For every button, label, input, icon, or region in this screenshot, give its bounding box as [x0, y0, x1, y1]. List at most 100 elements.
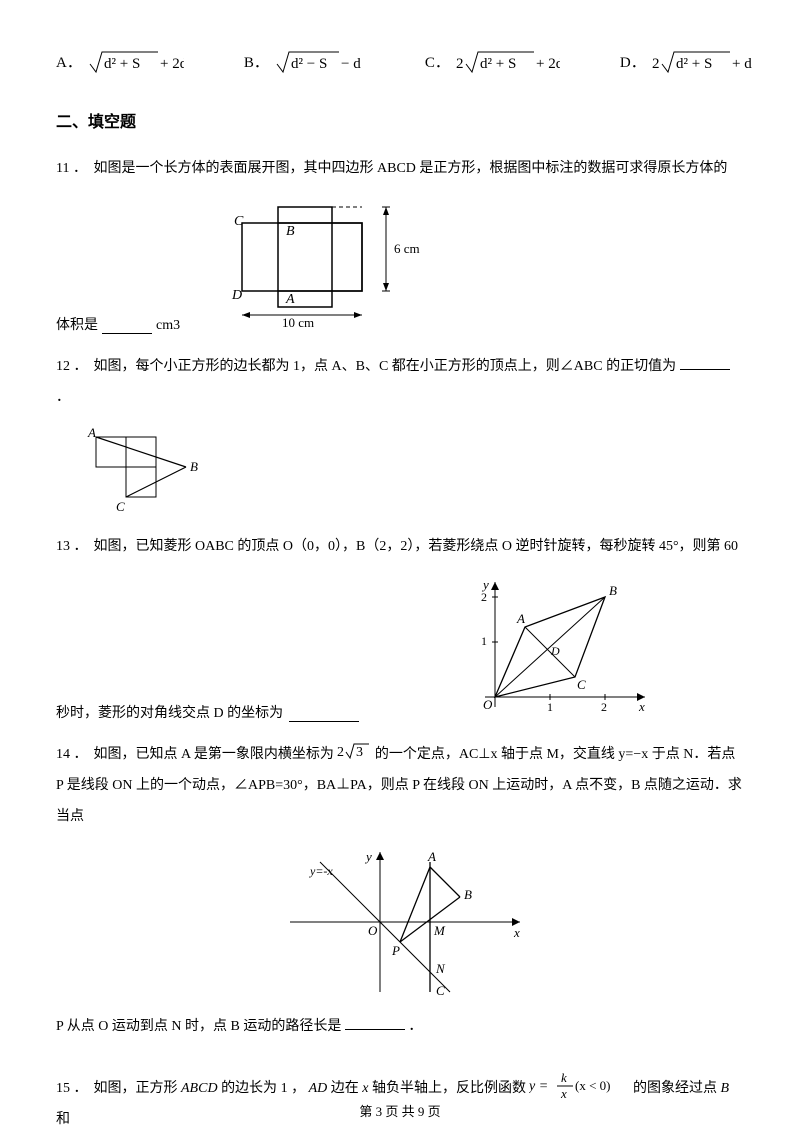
q11-unit: cm3: [156, 318, 180, 334]
svg-text:C: C: [116, 499, 125, 514]
svg-text:C: C: [436, 983, 445, 997]
svg-text:y =: y =: [529, 1079, 548, 1094]
q11-text-b: 体积是: [56, 314, 98, 334]
svg-text:y=-x: y=-x: [309, 864, 333, 878]
q15-ad: AD: [309, 1081, 328, 1096]
svg-text:O: O: [483, 697, 493, 712]
svg-text:10 cm: 10 cm: [282, 315, 314, 329]
q13-figure: O A B C D x y 1 2 1 2: [455, 577, 655, 717]
svg-text:1: 1: [547, 700, 553, 714]
svg-text:B: B: [190, 459, 198, 474]
svg-text:C: C: [234, 214, 244, 229]
svg-text:B: B: [609, 583, 617, 598]
svg-text:x: x: [638, 699, 645, 714]
svg-text:(x < 0): (x < 0): [575, 1078, 611, 1093]
svg-text:d² + S: d² + S: [676, 56, 712, 72]
option-c-label: C．: [425, 51, 450, 72]
svg-text:2: 2: [456, 56, 464, 72]
q12-number: 12 ．: [56, 352, 90, 383]
q15-abcd: ABCD: [181, 1081, 218, 1096]
svg-text:A: A: [427, 849, 436, 864]
svg-text:2: 2: [481, 590, 487, 604]
q13-text-a: 如图，已知菱形 OABC 的顶点 O（0，0），B（2，2），若菱形绕点 O 逆…: [94, 539, 739, 554]
svg-text:P: P: [391, 943, 400, 958]
q13-blank: [289, 705, 359, 722]
svg-text:x: x: [560, 1086, 567, 1101]
formula-d: 2 d² + S + d: [652, 46, 752, 76]
question-14: 14 ． 如图，已知点 A 是第一象限内横坐标为 2 3 的一个定点，AC⊥x …: [56, 740, 744, 832]
option-d: D． 2 d² + S + d: [620, 46, 752, 76]
q14-math-a: 2 3: [337, 740, 371, 762]
q15-text-b: 的边长为: [221, 1081, 277, 1096]
formula-a: d² + S + 2d: [88, 46, 184, 76]
q14-number: 14 ．: [56, 740, 90, 771]
svg-text:2: 2: [337, 745, 344, 760]
svg-text:6 cm: 6 cm: [394, 241, 420, 256]
svg-text:+ d: + d: [732, 56, 752, 72]
svg-text:O: O: [368, 923, 378, 938]
formula-b: d² − S − d: [275, 46, 365, 76]
svg-text:M: M: [433, 923, 446, 938]
svg-text:y: y: [364, 849, 372, 864]
svg-text:+ 2d: + 2d: [536, 56, 560, 72]
q15-text-d: 边在: [331, 1081, 359, 1096]
svg-text:A: A: [87, 427, 96, 440]
q14-text-c: P 是线段 ON 上的一个动点，∠APB=30°，BA⊥PA，则点 P 在线段 …: [56, 778, 742, 824]
svg-text:3: 3: [356, 745, 363, 760]
section-title: 二、填空题: [56, 108, 744, 132]
option-b-label: B．: [244, 51, 269, 72]
q12-figure: A B C: [86, 427, 226, 517]
q14-text-d: P 从点 O 运动到点 N 时，点 B 运动的路径长是: [56, 1019, 341, 1034]
q15-eq: y = k x (x < 0): [529, 1068, 629, 1104]
q14-period: ．: [408, 1019, 422, 1034]
svg-text:2: 2: [601, 700, 607, 714]
q14-figure: O A B M P N C x y y=-x: [270, 847, 530, 997]
option-a-label: A．: [56, 51, 82, 72]
option-d-label: D．: [620, 51, 646, 72]
q14-blank: [345, 1015, 405, 1030]
svg-text:A: A: [516, 611, 525, 626]
option-a: A． d² + S + 2d: [56, 46, 184, 76]
svg-text:k: k: [561, 1070, 567, 1085]
svg-text:x: x: [513, 925, 520, 940]
option-b: B． d² − S − d: [244, 46, 365, 76]
q15-text-a: 如图，正方形: [94, 1081, 178, 1096]
svg-text:+ 2d: + 2d: [160, 56, 184, 72]
q12-period: ．: [56, 390, 70, 405]
q11-blank: [102, 317, 152, 334]
q15-one: 1: [281, 1081, 288, 1096]
question-11: 11 ． 如图是一个长方体的表面展开图，其中四边形 ABCD 是正方形，根据图中…: [56, 154, 744, 185]
svg-text:B: B: [286, 224, 295, 239]
q15-x: x: [362, 1081, 368, 1096]
q12-text: 如图，每个小正方形的边长都为 1，点 A、B、C 都在小正方形的顶点上，则∠AB…: [94, 359, 677, 374]
q14-text-a: 如图，已知点 A 是第一象限内横坐标为: [94, 747, 334, 762]
q15-text-c: ，: [291, 1081, 305, 1096]
q13-number: 13 ．: [56, 532, 90, 563]
q11-figure: 6 cm 10 cm C B D A: [214, 199, 444, 329]
svg-text:D: D: [550, 644, 560, 658]
q12-blank: [680, 355, 730, 370]
option-c: C． 2 d² + S + 2d: [425, 46, 560, 76]
svg-text:B: B: [464, 887, 472, 902]
q11-number: 11 ．: [56, 154, 90, 185]
svg-text:d² + S: d² + S: [480, 56, 516, 72]
svg-text:d² + S: d² + S: [104, 56, 140, 72]
q15-text-f: 的图象经过点: [633, 1081, 717, 1096]
question-13: 13 ． 如图，已知菱形 OABC 的顶点 O（0，0），B（2，2），若菱形绕…: [56, 532, 744, 563]
svg-text:A: A: [285, 292, 295, 307]
svg-text:1: 1: [481, 634, 487, 648]
svg-text:C: C: [577, 677, 586, 692]
q11-text-a: 如图是一个长方体的表面展开图，其中四边形 ABCD 是正方形，根据图中标注的数据…: [94, 161, 728, 176]
page-footer: 第 3 页 共 9 页: [0, 1101, 800, 1120]
q15-text-e: 轴负半轴上，反比例函数: [372, 1081, 526, 1096]
svg-text:d² − S: d² − S: [291, 56, 327, 72]
svg-text:2: 2: [652, 56, 660, 72]
formula-c: 2 d² + S + 2d: [456, 46, 560, 76]
q13-text-b: 秒时，菱形的对角线交点 D 的坐标为: [56, 702, 283, 722]
svg-text:N: N: [435, 961, 446, 976]
q15-b: B: [720, 1081, 729, 1096]
svg-text:− d: − d: [341, 56, 361, 72]
svg-text:D: D: [231, 288, 242, 303]
question-12: 12 ． 如图，每个小正方形的边长都为 1，点 A、B、C 都在小正方形的顶点上…: [56, 352, 744, 414]
answer-options: A． d² + S + 2d B． d² − S − d C． 2 d² + S…: [56, 46, 744, 76]
